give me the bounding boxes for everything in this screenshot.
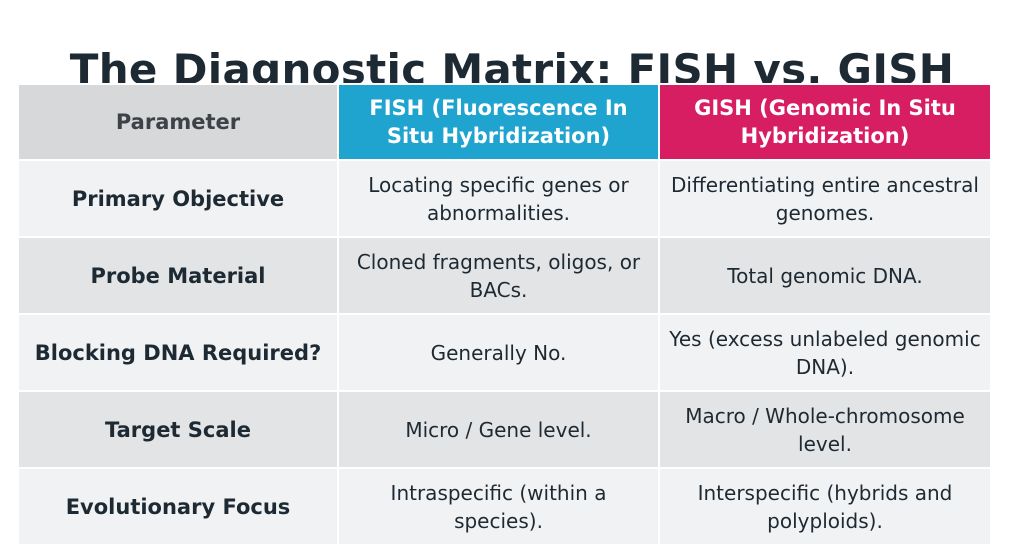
gish-cell: Yes (excess unlabeled genomic DNA).	[658, 313, 992, 392]
gish-cell: Differentiating entire ancestral genomes…	[658, 159, 992, 238]
parameter-cell: Blocking DNA Required?	[17, 313, 339, 392]
gish-cell: Interspecific (hybrids and polyploids).	[658, 467, 992, 546]
fish-cell: Intraspecific (within a species).	[337, 467, 660, 546]
header-row: Parameter FISH (Fluorescence In Situ Hyb…	[17, 83, 992, 161]
table-row: Evolutionary Focus Intraspecific (within…	[17, 467, 992, 546]
header-gish: GISH (Genomic In Situ Hybridization)	[658, 83, 992, 161]
table-row: Target Scale Micro / Gene level. Macro /…	[17, 390, 992, 469]
fish-cell: Cloned fragments, oligos, or BACs.	[337, 236, 660, 315]
header-fish: FISH (Fluorescence In Situ Hybridization…	[337, 83, 660, 161]
fish-cell: Micro / Gene level.	[337, 390, 660, 469]
header-parameter: Parameter	[17, 83, 339, 161]
diagnostic-matrix-table: Parameter FISH (Fluorescence In Situ Hyb…	[17, 83, 992, 546]
parameter-cell: Primary Objective	[17, 159, 339, 238]
parameter-cell: Target Scale	[17, 390, 339, 469]
table-row: Probe Material Cloned fragments, oligos,…	[17, 236, 992, 315]
gish-cell: Total genomic DNA.	[658, 236, 992, 315]
parameter-cell: Probe Material	[17, 236, 339, 315]
table-row: Primary Objective Locating specific gene…	[17, 159, 992, 238]
gish-cell: Macro / Whole-chromosome level.	[658, 390, 992, 469]
fish-cell: Locating specific genes or abnormalities…	[337, 159, 660, 238]
parameter-cell: Evolutionary Focus	[17, 467, 339, 546]
table-row: Blocking DNA Required? Generally No. Yes…	[17, 313, 992, 392]
fish-cell: Generally No.	[337, 313, 660, 392]
